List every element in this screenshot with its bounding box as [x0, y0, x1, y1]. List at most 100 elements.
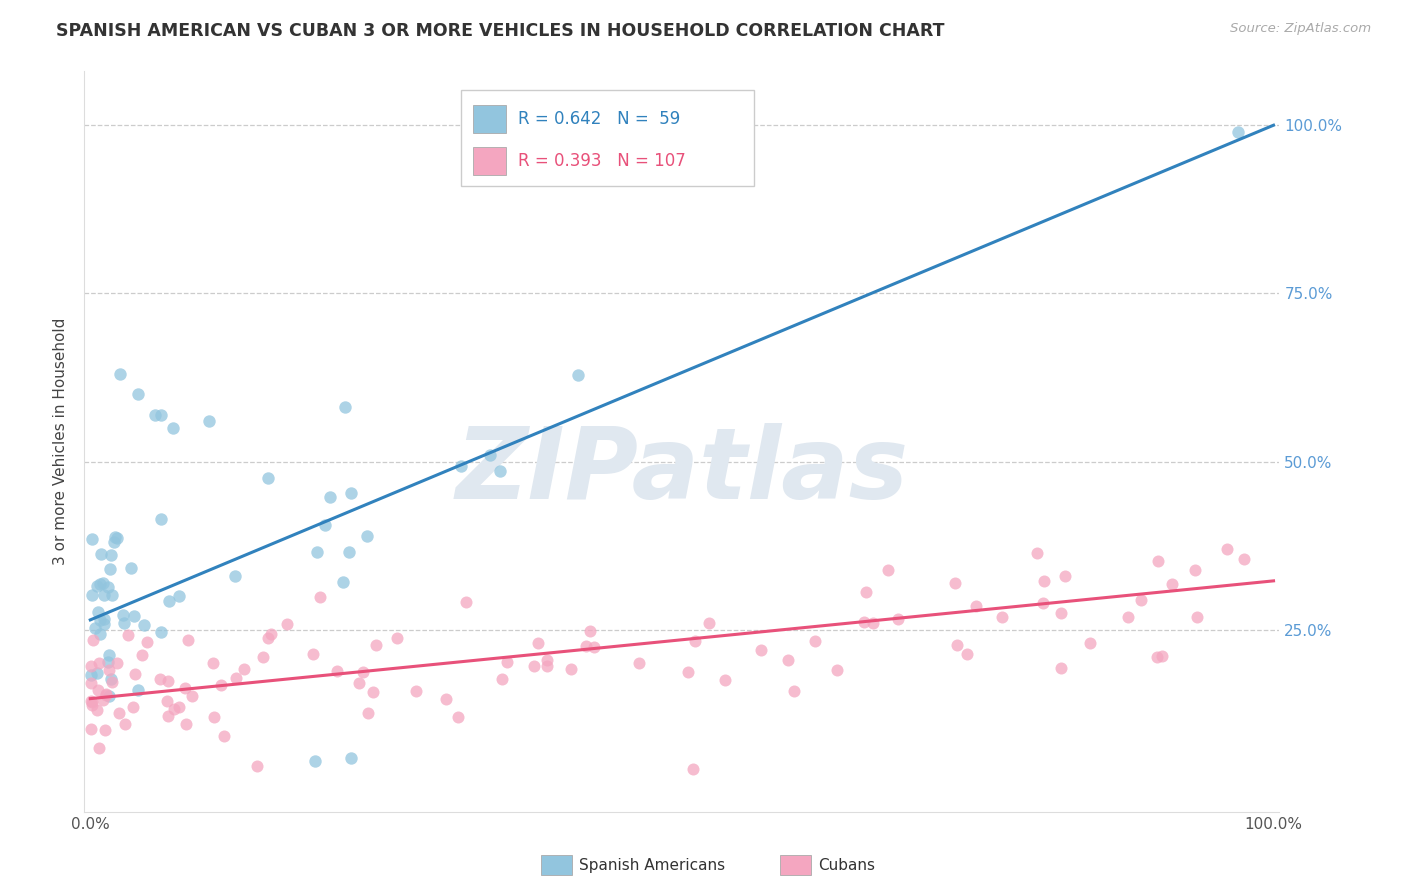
Point	[252, 649, 274, 664]
Point	[352, 665, 374, 679]
Point	[124, 666, 146, 681]
Point	[93, 693, 115, 707]
Point	[209, 678, 232, 692]
Point	[86, 703, 108, 717]
Point	[108, 706, 131, 720]
Point	[308, 590, 330, 604]
Text: SPANISH AMERICAN VS CUBAN 3 OR MORE VEHICLES IN HOUSEHOLD CORRELATION CHART: SPANISH AMERICAN VS CUBAN 3 OR MORE VEHI…	[56, 22, 945, 40]
Point	[333, 400, 356, 414]
Point	[100, 675, 122, 690]
Point	[447, 710, 470, 724]
Point	[122, 608, 145, 623]
Point	[260, 626, 283, 640]
Point	[682, 762, 704, 776]
Point	[628, 656, 651, 670]
Point	[1025, 546, 1047, 560]
Point	[98, 648, 121, 663]
Point	[201, 656, 224, 670]
Point	[87, 682, 110, 697]
Point	[127, 682, 149, 697]
Point	[1233, 552, 1256, 566]
Point	[103, 535, 125, 549]
Point	[314, 518, 336, 533]
Point	[86, 666, 108, 681]
Text: Source: ZipAtlas.com: Source: ZipAtlas.com	[1230, 22, 1371, 36]
Point	[825, 664, 848, 678]
Point	[108, 368, 131, 382]
FancyBboxPatch shape	[472, 104, 506, 133]
Point	[304, 754, 326, 768]
Point	[80, 668, 103, 682]
Point	[527, 635, 550, 649]
Point	[132, 618, 155, 632]
Point	[326, 664, 349, 678]
Point	[886, 612, 908, 626]
Point	[82, 532, 104, 546]
Point	[256, 631, 278, 645]
Point	[94, 687, 117, 701]
Point	[257, 471, 280, 485]
Point	[97, 655, 120, 669]
Point	[945, 576, 967, 591]
Point	[225, 671, 247, 685]
Point	[536, 659, 558, 673]
Point	[1185, 610, 1208, 624]
Point	[1161, 577, 1184, 591]
Point	[685, 633, 707, 648]
Point	[93, 616, 115, 631]
Point	[180, 689, 202, 703]
Point	[233, 662, 256, 676]
Point	[163, 701, 186, 715]
Point	[157, 708, 180, 723]
Point	[97, 689, 120, 703]
Point	[87, 741, 110, 756]
Text: R = 0.642   N =  59: R = 0.642 N = 59	[519, 110, 681, 128]
Point	[491, 672, 513, 686]
Point	[579, 624, 602, 638]
Point	[340, 486, 363, 500]
Point	[100, 548, 122, 562]
Point	[202, 710, 225, 724]
Point	[714, 673, 737, 687]
Text: R = 0.393   N = 107: R = 0.393 N = 107	[519, 152, 686, 170]
Point	[98, 663, 121, 677]
Point	[150, 625, 173, 640]
Point	[1033, 574, 1056, 588]
Point	[246, 759, 269, 773]
FancyBboxPatch shape	[472, 147, 506, 175]
Point	[120, 561, 142, 575]
Point	[1032, 596, 1054, 610]
Point	[89, 614, 111, 628]
Point	[1129, 593, 1152, 607]
Point	[86, 579, 108, 593]
Point	[91, 575, 114, 590]
Point	[159, 594, 181, 608]
Point	[877, 563, 900, 577]
Point	[783, 683, 806, 698]
Point	[80, 658, 103, 673]
Point	[107, 531, 129, 545]
Point	[332, 575, 354, 590]
Point	[150, 512, 173, 526]
Point	[114, 716, 136, 731]
Point	[523, 659, 546, 673]
Point	[80, 676, 103, 690]
Point	[167, 699, 190, 714]
Point	[495, 655, 517, 669]
Point	[454, 594, 477, 608]
Point	[583, 640, 606, 655]
Point	[1118, 610, 1140, 624]
Point	[1050, 661, 1073, 675]
Point	[991, 609, 1014, 624]
Point	[82, 588, 104, 602]
Point	[224, 568, 246, 582]
Point	[1227, 125, 1250, 139]
Point	[560, 662, 582, 676]
Point	[94, 688, 117, 702]
Point	[80, 722, 103, 736]
Point	[82, 698, 104, 712]
Point	[1050, 607, 1073, 621]
Point	[862, 615, 884, 630]
Point	[80, 694, 103, 708]
Point	[100, 672, 122, 686]
